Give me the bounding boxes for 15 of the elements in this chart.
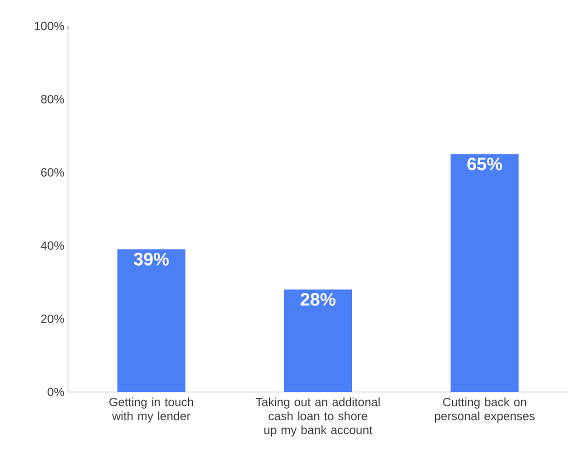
bar: [450, 154, 519, 392]
bar: [117, 249, 186, 392]
x-tick-label: Cutting back on personal expenses: [434, 398, 535, 423]
y-tick-label: 100%: [34, 22, 64, 30]
data-label: 39%: [134, 252, 169, 266]
x-tick-label: Getting in touch with my lender: [109, 398, 194, 423]
y-tick-label: 20%: [41, 314, 64, 324]
y-tick-label: 40%: [40, 241, 64, 250]
data-label: 28%: [300, 293, 336, 306]
y-tick-label: 0%: [48, 388, 64, 396]
y-tick-label: 60%: [41, 168, 64, 177]
bar: [284, 290, 352, 392]
data-label: 65%: [467, 158, 502, 170]
y-tick-label: 80%: [41, 94, 64, 104]
x-tick-label: Taking out an additonal cash loan to shore up my bank account: [256, 398, 380, 437]
